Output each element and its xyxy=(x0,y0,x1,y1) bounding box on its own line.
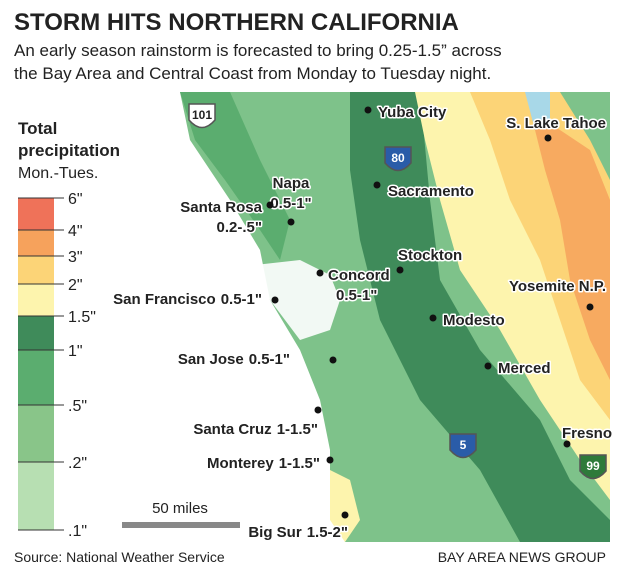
legend-label: 2" xyxy=(68,277,83,294)
place-name: Yosemite N.P. xyxy=(509,278,606,295)
place-name: Sacramento xyxy=(388,183,474,200)
place-dot xyxy=(316,269,324,277)
place-dot xyxy=(364,106,372,114)
map: 50 miles xyxy=(95,92,610,542)
legend-title: precipitation xyxy=(18,141,120,160)
legend-swatch xyxy=(18,230,54,256)
place-name: Santa Cruz xyxy=(193,421,271,438)
highway-shield xyxy=(579,454,607,480)
highway-label: 80 xyxy=(391,151,405,165)
place-amount: 0.5-1" xyxy=(249,351,290,368)
place-amount: 1.5-2" xyxy=(307,524,348,541)
highway-label: 101 xyxy=(192,108,212,122)
subtitle: An early season rainstorm is forecasted … xyxy=(14,41,502,60)
place-dot xyxy=(586,303,594,311)
legend-subtitle: Mon.-Tues. xyxy=(18,165,98,182)
legend-label: 4" xyxy=(68,223,83,240)
legend-label: 1" xyxy=(68,343,83,360)
place-dot xyxy=(484,362,492,370)
legend-swatch xyxy=(18,256,54,284)
legend-label: .1" xyxy=(68,523,87,540)
place-amount: 0.5-1" xyxy=(336,287,377,304)
place-name: San Francisco xyxy=(113,291,216,308)
legend-label: 1.5" xyxy=(68,309,96,326)
place-label: Santa Rosa xyxy=(180,199,262,216)
place-name: Fresno xyxy=(562,425,612,442)
place-label: Merced xyxy=(498,360,551,377)
place-label: Yosemite N.P. xyxy=(509,278,606,295)
place-name: Monterey xyxy=(207,455,274,472)
place-name: Modesto xyxy=(443,312,505,329)
place-amount: 0.5-1" xyxy=(221,291,262,308)
place-dot xyxy=(563,440,571,448)
place-label: Stockton xyxy=(398,247,462,264)
place-label: Sacramento xyxy=(388,183,474,200)
place-amount: 0.5-1" xyxy=(270,195,311,212)
legend-label: .5" xyxy=(68,398,87,415)
place-label: Yuba City xyxy=(378,104,447,121)
place-name: Santa Rosa xyxy=(180,199,262,216)
place-dot xyxy=(326,456,334,464)
legend-label: 6" xyxy=(68,191,83,208)
place-label: Modesto xyxy=(443,312,505,329)
highway-label: 99 xyxy=(586,459,600,473)
legend-swatch xyxy=(18,350,54,405)
place-dot xyxy=(329,356,337,364)
place-name: S. Lake Tahoe xyxy=(506,115,606,132)
legend-swatch xyxy=(18,462,54,530)
place-label: Napa xyxy=(273,175,310,192)
legend-title: Total xyxy=(18,119,57,138)
place-amount: 0.2-.5" xyxy=(217,219,262,236)
place-dot xyxy=(544,134,552,142)
place-amount: 1-1.5" xyxy=(277,421,318,438)
place-label: 0.5-1" xyxy=(270,195,311,212)
highway-shield xyxy=(449,433,477,459)
place-name: Concord xyxy=(328,267,390,284)
place-name: Merced xyxy=(498,360,551,377)
highway-shield xyxy=(384,146,412,172)
place-label: S. Lake Tahoe xyxy=(506,115,606,132)
place-name: San Jose xyxy=(178,351,244,368)
place-label: Monterey 1-1.5" xyxy=(207,455,320,472)
place-name: Big Sur xyxy=(248,524,301,541)
place-dot xyxy=(396,266,404,274)
title: STORM HITS NORTHERN CALIFORNIA xyxy=(14,9,459,36)
legend-label: .2" xyxy=(68,455,87,472)
scale-label: 50 miles xyxy=(152,500,208,517)
place-name: Yuba City xyxy=(378,104,447,121)
legend-swatch xyxy=(18,198,54,230)
place-dot xyxy=(271,296,279,304)
legend-label: 3" xyxy=(68,249,83,266)
highway-label: 5 xyxy=(460,438,467,452)
legend-swatch xyxy=(18,284,54,316)
place-label: San Jose 0.5-1" xyxy=(178,351,290,368)
place-dot xyxy=(429,314,437,322)
highway-shield xyxy=(188,103,216,129)
place-dot xyxy=(373,181,381,189)
place-dot xyxy=(287,218,295,226)
place-label: San Francisco 0.5-1" xyxy=(113,291,262,308)
source: Source: National Weather Service xyxy=(14,549,225,565)
subtitle: the Bay Area and Central Coast from Mond… xyxy=(14,64,491,83)
place-label: Santa Cruz 1-1.5" xyxy=(193,421,318,438)
place-label: Fresno xyxy=(562,425,612,442)
place-label: 0.5-1" xyxy=(336,287,377,304)
credit: BAY AREA NEWS GROUP xyxy=(438,549,606,565)
legend-swatch xyxy=(18,405,54,462)
place-name: Napa xyxy=(273,175,310,192)
place-label: Concord xyxy=(328,267,390,284)
place-dot xyxy=(314,406,322,414)
place-label: Big Sur 1.5-2" xyxy=(248,524,348,541)
place-label: 0.2-.5" xyxy=(217,219,262,236)
place-dot xyxy=(266,201,274,209)
place-name: Stockton xyxy=(398,247,462,264)
place-dot xyxy=(341,511,349,519)
legend-swatch xyxy=(18,316,54,350)
place-amount: 1-1.5" xyxy=(279,455,320,472)
